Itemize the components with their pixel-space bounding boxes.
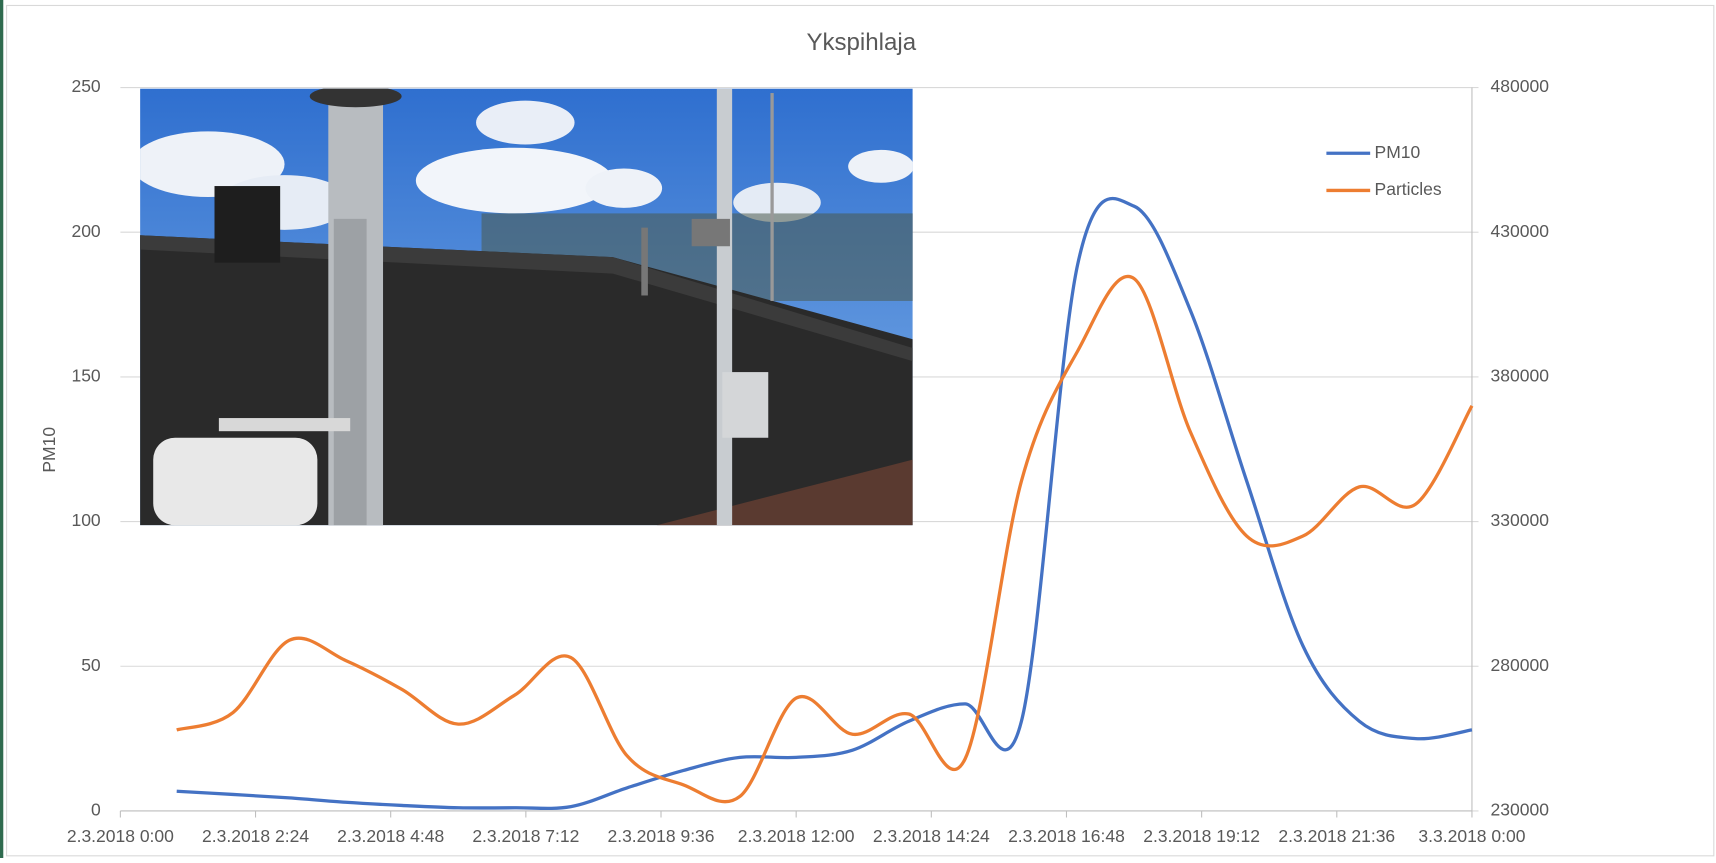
x-tick-label: 2.3.2018 9:36: [607, 826, 714, 846]
x-tick-label: 2.3.2018 19:12: [1143, 826, 1260, 846]
y2-tick-label: 280000: [1491, 655, 1550, 675]
window-edge: [0, 0, 3, 858]
legend-label: PM10: [1375, 142, 1421, 162]
y-tick-label: 0: [91, 800, 101, 820]
x-tick-label: 2.3.2018 14:24: [873, 826, 990, 846]
x-tick-label: 3.3.2018 0:00: [1418, 826, 1525, 846]
y-tick-label: 250: [71, 76, 100, 96]
y-tick-label: 200: [71, 221, 100, 241]
legend-label: Particles: [1375, 179, 1442, 199]
y-tick-label: 100: [71, 510, 100, 530]
y-axis-title: PM10: [39, 427, 59, 473]
x-tick-label: 2.3.2018 16:48: [1008, 826, 1125, 846]
x-tick-label: 2.3.2018 21:36: [1278, 826, 1395, 846]
y2-tick-label: 380000: [1491, 366, 1550, 386]
y2-tick-label: 330000: [1491, 510, 1550, 530]
photo: [131, 85, 919, 525]
x-tick-label: 2.3.2018 0:00: [67, 826, 174, 846]
y-tick-label: 50: [81, 655, 101, 675]
chart: Ykspihlaja PM10 0 50 100 150 200 250 230000 280…: [0, 0, 1716, 858]
x-tick-label: 2.3.2018 7:12: [472, 826, 579, 846]
y2-tick-label: 430000: [1491, 221, 1550, 241]
y-tick-label: 150: [71, 366, 100, 386]
x-tick-label: 2.3.2018 12:00: [738, 826, 855, 846]
chart-title: Ykspihlaja: [806, 29, 916, 56]
x-tick-label: 2.3.2018 4:48: [337, 826, 444, 846]
x-tick-label: 2.3.2018 2:24: [202, 826, 309, 846]
y2-tick-label: 230000: [1491, 800, 1550, 820]
y2-tick-label: 480000: [1491, 76, 1550, 96]
